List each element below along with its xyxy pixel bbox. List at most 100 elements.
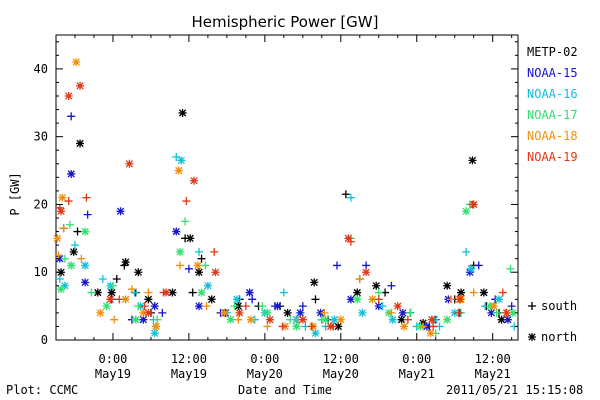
north-point	[330, 315, 339, 324]
legend-entry: NOAA-16	[527, 87, 578, 101]
south-point	[387, 281, 396, 290]
x-tick-label-time: 0:00	[250, 352, 279, 366]
south-point	[378, 302, 387, 311]
plot-timestamp: 2011/05/21 15:15:08	[446, 383, 583, 397]
north-point	[174, 166, 183, 175]
north-point	[177, 156, 186, 165]
north-point	[495, 295, 504, 304]
north-point	[321, 315, 330, 324]
chart-title: Hemispheric Power [GW]	[192, 13, 379, 31]
north-point	[193, 261, 202, 270]
north-point	[336, 315, 345, 324]
south-point	[184, 264, 193, 273]
north-point	[121, 258, 130, 267]
north-point	[426, 329, 435, 338]
north-point	[139, 308, 148, 317]
north-point	[400, 322, 409, 331]
north-point	[353, 288, 362, 297]
legend: METP-02 NOAA-15 NOAA-16 NOAA-17 NOAA-18 NOAA-…	[527, 45, 578, 164]
north-point	[265, 315, 274, 324]
south-point	[112, 275, 121, 283]
north-point	[455, 295, 464, 304]
south-point	[210, 247, 219, 256]
south-point	[469, 288, 478, 297]
north-point	[353, 295, 362, 304]
south-point	[77, 254, 86, 263]
north-point	[397, 315, 406, 324]
north-point	[131, 315, 140, 324]
north-point	[168, 288, 177, 297]
north-point	[195, 268, 204, 277]
north-point	[443, 315, 452, 324]
y-axis: 0 10 20 30 40	[34, 41, 518, 347]
north-point	[93, 288, 102, 297]
north-point	[162, 288, 171, 297]
south-point	[83, 210, 92, 219]
south-point	[127, 285, 136, 294]
series-noaa-18	[53, 58, 510, 338]
north-point	[139, 315, 148, 324]
north-point	[64, 92, 73, 100]
north-point	[346, 295, 355, 304]
north-point	[469, 200, 478, 209]
north-point	[292, 322, 301, 331]
south-point	[355, 275, 364, 283]
south-point	[311, 295, 320, 304]
north-point	[53, 234, 62, 243]
x-tick-label-date: May21	[475, 367, 511, 381]
south-point	[140, 302, 149, 311]
south-point	[374, 288, 383, 297]
south-point	[332, 261, 341, 270]
south-point	[429, 322, 438, 331]
south-point	[60, 254, 69, 263]
south-point	[506, 264, 515, 273]
north-point	[102, 302, 111, 311]
north-point	[72, 58, 81, 67]
series-noaa-17	[57, 200, 517, 338]
south-point	[341, 190, 350, 199]
south-point	[241, 302, 250, 311]
north-point	[178, 108, 187, 117]
south-point	[176, 261, 185, 270]
south-point	[263, 322, 272, 331]
south-point	[108, 281, 117, 290]
south-point	[195, 247, 204, 256]
south-point	[98, 275, 107, 283]
north-point	[144, 308, 153, 317]
north-point	[189, 176, 198, 185]
north-point	[502, 308, 511, 317]
north-point	[497, 315, 506, 324]
south-point	[419, 322, 428, 331]
y-tick-label: 30	[34, 130, 48, 144]
north-point	[150, 302, 159, 311]
north-point	[125, 159, 134, 168]
north-point	[106, 295, 115, 304]
north-point	[465, 268, 474, 277]
south-point	[65, 220, 74, 229]
north-point	[203, 281, 212, 290]
y-tick-label: 20	[34, 197, 48, 211]
north-point	[503, 315, 512, 324]
south-point	[307, 322, 316, 331]
north-point	[67, 169, 76, 178]
north-point	[60, 281, 69, 290]
south-point	[374, 295, 383, 304]
north-point	[67, 261, 76, 270]
north-point	[81, 261, 90, 270]
south-point	[144, 288, 153, 297]
north-point	[233, 295, 242, 304]
x-axis-label: Date and Time	[238, 383, 332, 397]
north-point	[245, 288, 254, 297]
north-point	[443, 281, 452, 290]
south-point	[70, 241, 79, 250]
marker-legend-label: north	[541, 330, 577, 344]
x-tick-label-date: May19	[95, 367, 131, 381]
south-point	[258, 302, 267, 311]
legend-entry: METP-02	[527, 45, 578, 59]
plot-area	[53, 34, 519, 341]
y-tick-label: 40	[34, 62, 48, 76]
y-axis-label: P [GW]	[8, 172, 22, 215]
south-point	[64, 197, 73, 206]
x-tick-label-date: May19	[171, 367, 207, 381]
north-point	[150, 329, 159, 338]
